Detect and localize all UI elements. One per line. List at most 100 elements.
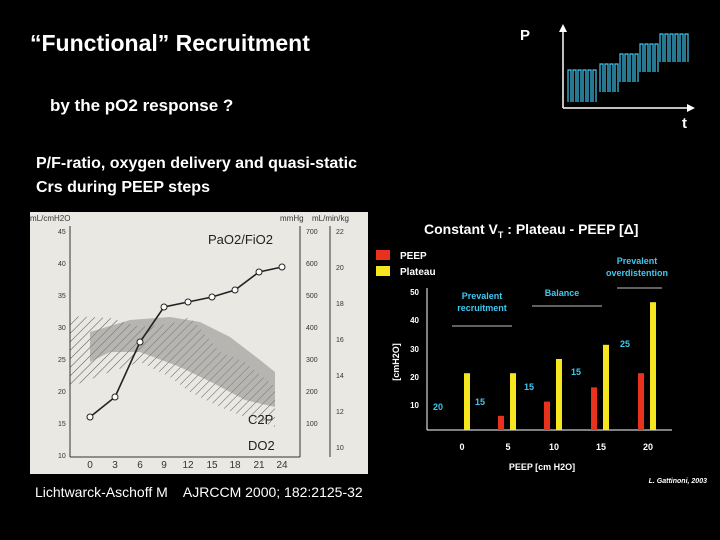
left-tick: 45 xyxy=(58,229,66,236)
middle-tick: 700 xyxy=(306,229,318,236)
left-tick: 25 xyxy=(58,357,66,364)
shaded-region xyxy=(90,317,275,407)
bars-group xyxy=(464,302,656,430)
delta-label: 15 xyxy=(524,382,534,392)
bar-plateau-0 xyxy=(464,373,470,430)
x-tick: 0 xyxy=(87,460,93,471)
right-y-tick: 30 xyxy=(410,345,419,354)
pf-point xyxy=(255,268,263,276)
x-tick: 9 xyxy=(161,460,167,471)
bar-peep-10 xyxy=(544,401,550,430)
legend-swatch-plateau xyxy=(376,266,390,276)
legend-label-peep: PEEP xyxy=(400,251,427,262)
pf-ratio-chart-svg: mL/cmH2O mmHg mL/min/kg 45 40 35 30 25 2… xyxy=(30,214,349,471)
slide-description: P/F-ratio, oxygen delivery and quasi-sta… xyxy=(36,155,357,196)
x-tick: 24 xyxy=(276,460,288,471)
delta-label: 20 xyxy=(433,402,443,412)
right-tick: 12 xyxy=(336,409,344,416)
pf-point xyxy=(278,263,286,271)
annotation-recruitment: recruitment xyxy=(457,303,507,313)
do2-label: DO2 xyxy=(248,438,275,453)
citation: Lichtwarck-Aschoff M AJRCCM 2000; 182:21… xyxy=(35,484,375,500)
right-tick: 18 xyxy=(336,301,344,308)
left-tick: 30 xyxy=(58,325,66,332)
pt-x-label: t xyxy=(682,115,687,130)
right-chart-credit: L. Gattinoni, 2003 xyxy=(649,478,707,485)
slide-subtitle: by the pO2 response ? xyxy=(50,96,234,115)
x-tick: 12 xyxy=(182,460,194,471)
x-tick: 3 xyxy=(112,460,118,471)
pf-point xyxy=(86,413,94,421)
right-x-tick: 5 xyxy=(505,442,510,452)
middle-tick: 100 xyxy=(306,421,318,428)
unit-right: mL/min/kg xyxy=(312,214,349,223)
right-chart-title: Constant VT : Plateau - PEEP [Δ] xyxy=(424,221,638,240)
pf-point xyxy=(208,293,216,301)
left-tick: 35 xyxy=(58,293,66,300)
pressure-time-diagram: P t xyxy=(520,24,695,130)
annotation-overdistention: overdistention xyxy=(606,268,668,278)
annotation-prevalent-recruitment: Prevalent xyxy=(462,291,503,301)
pf-point xyxy=(231,286,239,294)
delta-label: 15 xyxy=(571,367,581,377)
x-tick: 18 xyxy=(229,460,241,471)
pt-y-arrow xyxy=(559,24,567,32)
pf-ratio-chart: mL/cmH2O mmHg mL/min/kg 45 40 35 30 25 2… xyxy=(30,212,368,474)
bar-peep-20 xyxy=(638,373,644,430)
middle-tick: 300 xyxy=(306,357,318,364)
delta-label: 25 xyxy=(620,339,630,349)
pressure-waveform xyxy=(567,33,689,102)
citation-author: Lichtwarck-Aschoff M xyxy=(35,484,168,500)
right-y-tick: 20 xyxy=(410,373,419,382)
legend-swatch-peep xyxy=(376,250,390,260)
right-tick: 20 xyxy=(336,265,344,272)
pf-label: PaO2/FiO2 xyxy=(208,232,273,247)
right-y-tick: 40 xyxy=(410,316,419,325)
plateau-peep-chart: Constant VT : Plateau - PEEP [Δ] PEEP Pl… xyxy=(376,221,707,485)
right-tick: 14 xyxy=(336,373,344,380)
right-x-tick: 10 xyxy=(549,442,559,452)
left-tick: 10 xyxy=(58,453,66,460)
middle-tick: 500 xyxy=(306,293,318,300)
right-y-tick: 10 xyxy=(410,401,419,410)
citation-reference: AJRCCM 2000; 182:2125-32 xyxy=(182,484,363,500)
bar-peep-5 xyxy=(498,415,504,430)
right-tick: 22 xyxy=(336,229,344,236)
right-x-axis-label: PEEP [cm H2O] xyxy=(509,462,575,472)
middle-tick: 200 xyxy=(306,389,318,396)
pf-point xyxy=(184,298,192,306)
right-y-axis-label: [cmH2O] xyxy=(391,343,401,381)
annotation-balance: Balance xyxy=(545,288,580,298)
right-y-tick: 50 xyxy=(410,288,419,297)
x-tick: 15 xyxy=(206,460,218,471)
pf-point xyxy=(136,338,144,346)
x-tick: 21 xyxy=(253,460,265,471)
pt-y-label: P xyxy=(520,27,530,44)
legend-label-plateau: Plateau xyxy=(400,267,436,278)
x-tick: 6 xyxy=(137,460,143,471)
right-x-tick: 15 xyxy=(596,442,606,452)
pf-point xyxy=(111,393,119,401)
right-x-tick: 0 xyxy=(459,442,464,452)
left-tick: 20 xyxy=(58,389,66,396)
left-tick: 15 xyxy=(58,421,66,428)
right-tick: 16 xyxy=(336,337,344,344)
right-x-tick: 20 xyxy=(643,442,653,452)
bar-plateau-15 xyxy=(603,344,609,430)
c2p-label: C2P xyxy=(248,412,273,427)
middle-tick: 400 xyxy=(306,325,318,332)
right-tick: 10 xyxy=(336,445,344,452)
annotation-prevalent-overdistention: Prevalent xyxy=(617,256,658,266)
delta-label: 15 xyxy=(475,397,485,407)
bar-plateau-5 xyxy=(510,373,516,430)
pf-point xyxy=(160,303,168,311)
middle-tick: 600 xyxy=(306,261,318,268)
unit-middle: mmHg xyxy=(280,214,304,223)
bar-plateau-10 xyxy=(556,359,562,430)
unit-left: mL/cmH2O xyxy=(30,214,70,223)
pt-x-arrow xyxy=(687,104,695,112)
slide-title: “Functional” Recruitment xyxy=(30,30,310,56)
bar-peep-15 xyxy=(591,387,597,430)
bar-plateau-20 xyxy=(650,302,656,430)
left-tick: 40 xyxy=(58,261,66,268)
